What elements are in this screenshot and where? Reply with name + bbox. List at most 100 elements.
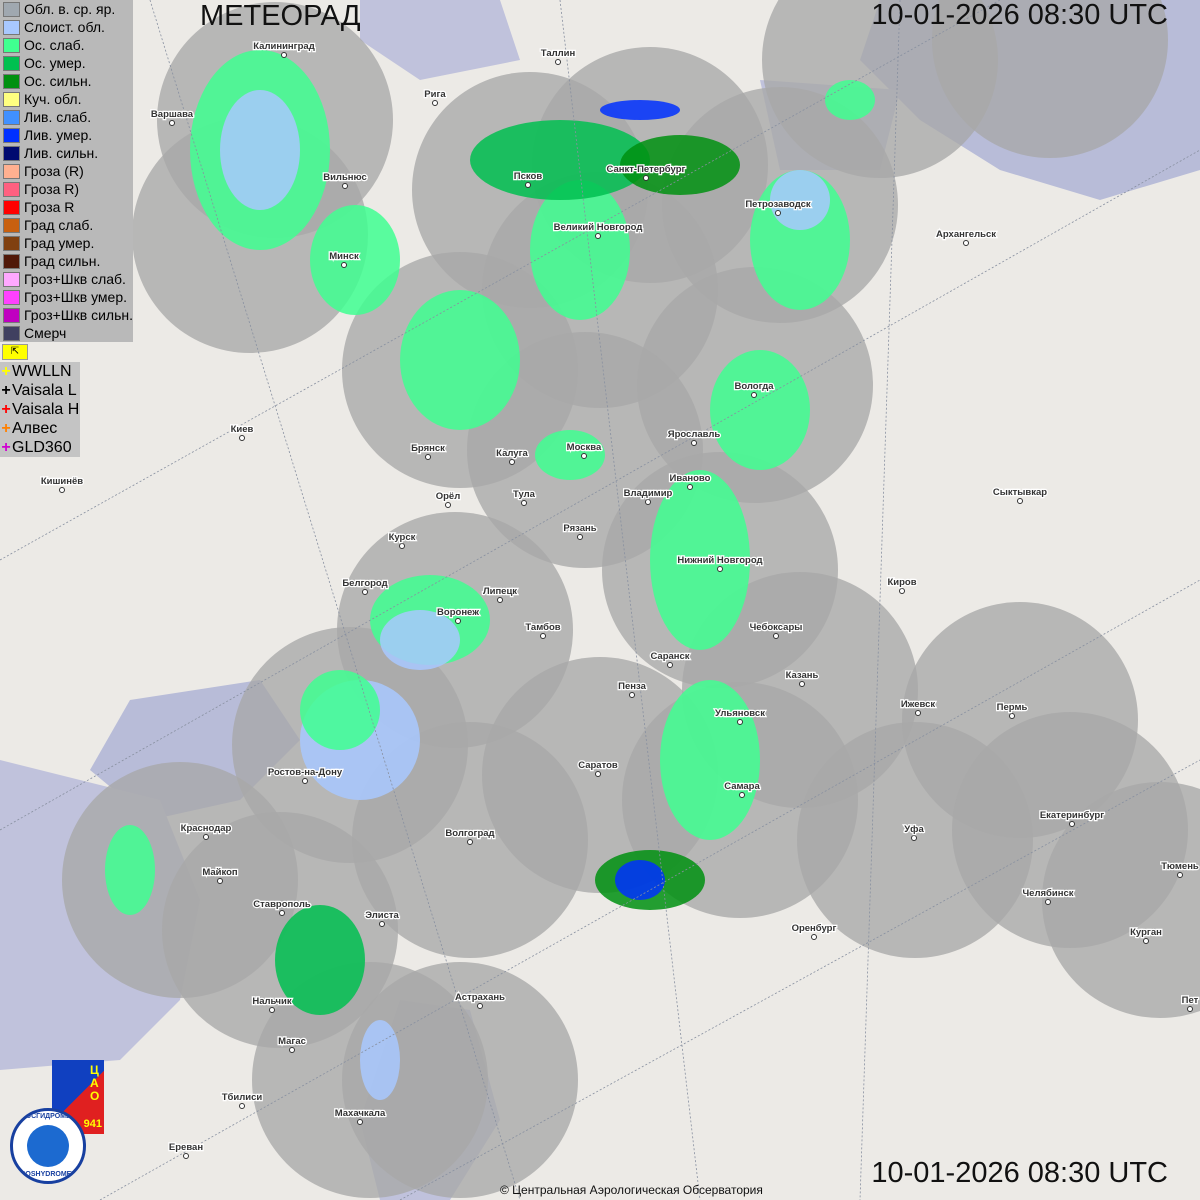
city-label: Краснодар: [181, 823, 232, 834]
legend-swatch: [3, 181, 20, 197]
city-label: Сыктывкар: [993, 487, 1047, 498]
city-label: Ульяновск: [715, 708, 765, 719]
legend-item: Гроза R): [0, 180, 133, 198]
city-label: Курск: [389, 532, 416, 543]
legend-swatch: [3, 325, 20, 341]
cross-icon: +: [1, 400, 11, 418]
city-marker: [739, 792, 745, 798]
city-label: Иваново: [670, 473, 711, 484]
city-label: Майкоп: [202, 867, 238, 878]
cross-icon: +: [1, 381, 11, 399]
precipitation-echo: [620, 135, 740, 195]
cross-icon: +: [1, 438, 11, 456]
precipitation-echo: [530, 180, 630, 320]
city-label: Оренбург: [792, 923, 837, 934]
city-label: Нижний Новгород: [677, 555, 762, 566]
city-label: Варшава: [151, 109, 194, 120]
city-marker: [302, 778, 308, 784]
city-marker: [643, 175, 649, 181]
city-label: Ижевск: [901, 699, 936, 710]
precipitation-echo: [275, 905, 365, 1015]
lightning-item: + GLD360: [0, 438, 80, 457]
city-marker: [425, 454, 431, 460]
city-label: Пермь: [997, 702, 1028, 713]
legend-item: Гроз+Шкв умер.: [0, 288, 133, 306]
legend-swatch: [3, 1, 20, 17]
city-marker: [1069, 821, 1075, 827]
city-marker: [645, 499, 651, 505]
legend-label: Куч. обл.: [24, 91, 82, 107]
city-label: Петрозаводск: [745, 199, 811, 210]
precipitation-echo: [660, 680, 760, 840]
city-label: Ярославль: [668, 429, 721, 440]
legend-item: Обл. в. ср. яр.: [0, 0, 133, 18]
city-label: Рига: [424, 89, 446, 100]
city-label: Вильнюс: [323, 172, 367, 183]
city-marker: [525, 182, 531, 188]
city-marker: [59, 487, 65, 493]
city-marker: [540, 633, 546, 639]
city-label: Нальчик: [252, 996, 292, 1007]
radar-coverage-circle: [1042, 782, 1200, 1018]
cao-text: ЦАО: [90, 1063, 100, 1103]
city-marker: [629, 692, 635, 698]
city-label: Магас: [278, 1036, 306, 1047]
precipitation-echo: [825, 80, 875, 120]
precipitation-echo: [615, 860, 665, 900]
lightning-item: + Vaisala L: [0, 381, 80, 400]
flag-toggle-icon[interactable]: ⇱: [2, 344, 28, 360]
page-title: МЕТЕОРАД: [200, 0, 361, 32]
city-label: Уфа: [904, 824, 924, 835]
city-label: Элиста: [365, 910, 399, 921]
legend-label: Гроз+Шкв слаб.: [24, 271, 126, 287]
city-label: Тюмень: [1161, 861, 1199, 872]
city-marker: [1143, 938, 1149, 944]
precipitation-echo: [470, 120, 650, 200]
legend-label: Град слаб.: [24, 217, 94, 233]
city-label: Москва: [567, 442, 602, 453]
precipitation-echo: [650, 470, 750, 650]
city-marker: [687, 484, 693, 490]
city-label: Волгоград: [445, 828, 494, 839]
city-label: Киев: [231, 424, 254, 435]
lightning-label: Vaisala L: [12, 381, 77, 399]
cross-icon: +: [1, 419, 11, 437]
city-marker: [1177, 872, 1183, 878]
legend-item: Ос. слаб.: [0, 36, 133, 54]
legend-label: Обл. в. ср. яр.: [24, 1, 116, 17]
city-marker: [203, 834, 209, 840]
city-label: Кишинёв: [41, 476, 83, 487]
legend-label: Лив. сильн.: [24, 145, 99, 161]
city-marker: [445, 502, 451, 508]
legend-item: Лив. сильн.: [0, 144, 133, 162]
city-marker: [281, 52, 287, 58]
legend-item: Слоист. обл.: [0, 18, 133, 36]
city-marker: [169, 120, 175, 126]
precipitation-echo: [600, 100, 680, 120]
city-marker: [269, 1007, 275, 1013]
city-marker: [362, 589, 368, 595]
precipitation-echoes: [105, 50, 875, 1100]
city-label: Киров: [887, 577, 916, 588]
legend-item: Гроз+Шкв слаб.: [0, 270, 133, 288]
city-marker: [773, 633, 779, 639]
city-label: Самара: [724, 781, 760, 792]
city-marker: [379, 921, 385, 927]
city-marker: [717, 566, 723, 572]
city-marker: [811, 934, 817, 940]
city-marker: [289, 1047, 295, 1053]
city-marker: [279, 910, 285, 916]
legend-swatch: [3, 55, 20, 71]
city-marker: [342, 183, 348, 189]
city-marker: [799, 681, 805, 687]
city-labels: Калининград Таллин Рига Варшава Псков Санкт-П…: [40, 40, 1200, 1159]
city-marker: [555, 59, 561, 65]
lightning-item: + Vaisala H: [0, 400, 80, 419]
city-marker: [183, 1153, 189, 1159]
radar-coverage-circle: [342, 962, 578, 1198]
city-label: Ереван: [169, 1142, 203, 1153]
legend-item: Ос. умер.: [0, 54, 133, 72]
legend-swatch: [3, 145, 20, 161]
